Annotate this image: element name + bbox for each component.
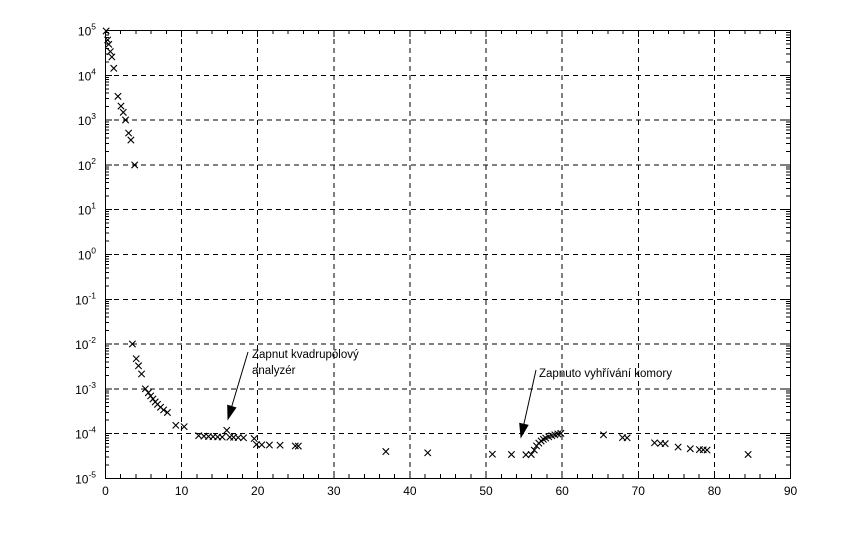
data-point-marker [557, 429, 565, 437]
y-tick-label: 100 [78, 246, 96, 263]
data-point-marker [105, 40, 113, 48]
y-tick-label: 103 [78, 111, 96, 128]
x-tick-label: 50 [479, 484, 493, 498]
data-point-marker [599, 431, 608, 439]
x-tick-label: 80 [708, 484, 722, 498]
data-point-marker [623, 434, 631, 442]
data-point-marker [218, 433, 226, 441]
data-point-marker [650, 439, 659, 447]
data-point-marker [134, 362, 143, 370]
data-point-marker [291, 442, 299, 450]
data-point-marker [127, 136, 135, 144]
data-point-marker [258, 441, 266, 449]
data-point-marker [117, 102, 125, 110]
annotation-chamber-heating: Zapnuto vyhřívání komory [519, 368, 672, 439]
data-point-marker [137, 370, 146, 378]
data-point-marker [250, 434, 258, 443]
data-point-marker [703, 446, 711, 454]
data-point-marker [488, 450, 496, 458]
y-tick-label: 10-5 [75, 470, 96, 487]
data-point-marker [102, 27, 110, 35]
annotation-label: Zapnut kvadrupólový analyzér [252, 349, 359, 377]
data-point-marker [125, 129, 133, 137]
data-point-marker [265, 441, 273, 449]
annotation-arrowhead [519, 422, 529, 439]
data-point-marker [121, 116, 130, 124]
x-tick-label: 90 [784, 484, 798, 498]
data-point-marker [172, 421, 180, 429]
data-point-marker [163, 408, 171, 417]
data-series-pressure [102, 27, 752, 459]
y-tick-label: 10-4 [75, 425, 96, 442]
x-tick-label: 60 [555, 484, 569, 498]
data-point-marker [160, 406, 168, 414]
data-point-marker [114, 92, 122, 100]
data-point-marker [661, 440, 669, 448]
x-tick-label: 40 [403, 484, 417, 498]
data-point-marker [527, 450, 535, 459]
data-point-marker [131, 161, 139, 169]
data-point-marker [382, 447, 390, 456]
annotation-quadrupole: Zapnut kvadrupólový analyzér [227, 349, 359, 421]
y-tick-label: 10-2 [75, 335, 96, 352]
data-point-marker [294, 442, 302, 450]
data-point-marker [507, 450, 516, 459]
data-point-marker [744, 450, 752, 459]
data-point-marker [239, 434, 248, 442]
data-point-marker [132, 355, 140, 363]
x-tick-label: 0 [102, 484, 109, 498]
y-tick-label: 101 [78, 201, 96, 218]
x-tick-label: 20 [251, 484, 265, 498]
x-tick-label: 70 [632, 484, 646, 498]
data-point-marker [110, 64, 118, 72]
data-point-marker [147, 392, 155, 400]
y-tick-label: 104 [78, 66, 96, 83]
data-point-marker [530, 446, 538, 454]
x-tick-label: 30 [327, 484, 341, 498]
y-tick-label: 10-3 [75, 380, 96, 397]
data-point-marker [674, 443, 682, 451]
data-point-marker [686, 445, 694, 453]
y-tick-label: 102 [78, 156, 96, 173]
data-point-marker [234, 433, 242, 442]
data-point-marker [106, 47, 114, 56]
data-point-marker [119, 108, 127, 116]
data-point-marker [180, 423, 188, 431]
data-point-marker [223, 426, 231, 434]
x-tick-label: 10 [175, 484, 189, 498]
data-point-marker [141, 385, 149, 393]
data-point-marker [128, 340, 136, 348]
data-point-marker [108, 53, 116, 61]
annotation-arrowhead [227, 404, 237, 421]
data-point-marker [144, 389, 152, 397]
annotation-label: Zapnuto vyhřívání komory [539, 368, 672, 380]
data-point-marker [104, 36, 112, 44]
y-tick-label: 105 [78, 22, 96, 39]
data-point-marker [276, 441, 284, 449]
data-point-marker [424, 449, 432, 457]
y-tick-label: 10-1 [75, 290, 96, 307]
